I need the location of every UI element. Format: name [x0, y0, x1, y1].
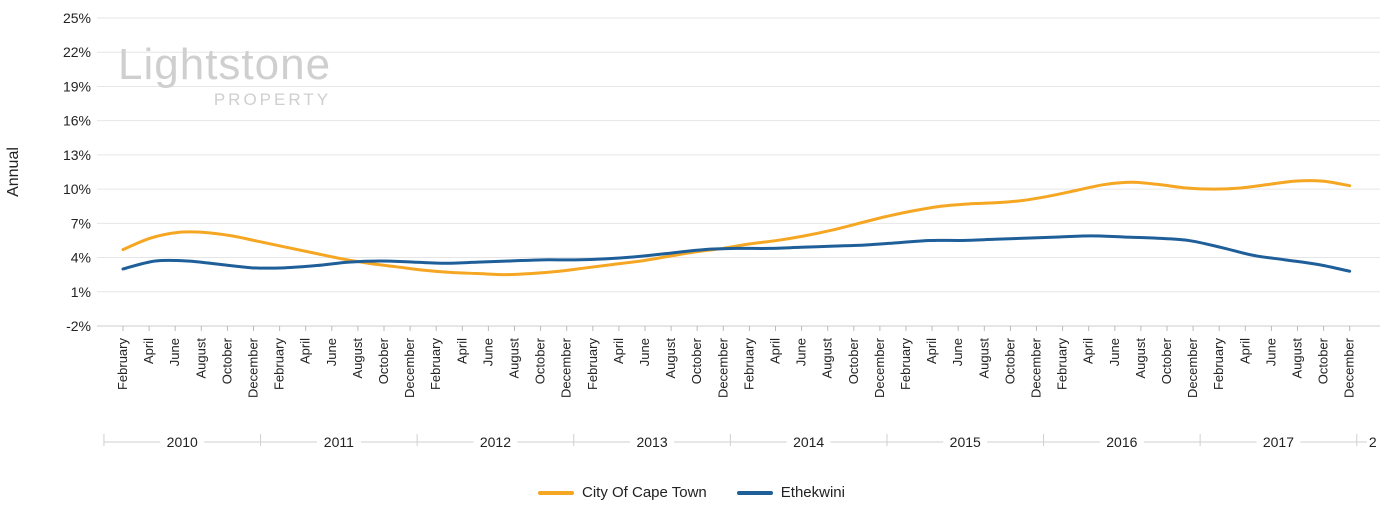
- year-label-bg: [943, 432, 988, 450]
- x-month-label: August: [1133, 338, 1148, 379]
- x-month-label: December: [1342, 337, 1357, 398]
- x-month-label: February: [115, 338, 130, 391]
- x-month-label: February: [428, 338, 443, 391]
- x-month-label: December: [246, 337, 261, 398]
- line-chart: 25% 22% 19% 16% 13% 10% 7% 4% 1% -2% Annual Februar…: [5, 10, 1380, 450]
- x-month-label: April: [1237, 338, 1252, 364]
- series-line-cape-town: [121, 179, 1352, 277]
- series-line-ethekwini: [121, 234, 1352, 273]
- x-month-label: August: [820, 338, 835, 379]
- year-label: 2016: [1106, 434, 1137, 450]
- chart-legend: City Of Cape Town Ethekwini: [0, 484, 1383, 501]
- year-label-bg: [473, 432, 518, 450]
- lightstone-watermark: Lightstone PROPERTY: [118, 42, 331, 110]
- y-tick-label: 25%: [63, 10, 91, 26]
- y-tick-label: 1%: [71, 284, 91, 300]
- x-month-label: April: [141, 338, 156, 364]
- x-month-label: April: [924, 338, 939, 364]
- x-month-label: October: [533, 337, 548, 384]
- year-label: 2012: [480, 434, 511, 450]
- y-tick-label: 16%: [63, 113, 91, 129]
- year-label: 2015: [950, 434, 981, 450]
- x-month-label: October: [1316, 337, 1331, 384]
- x-month-label: June: [794, 338, 809, 366]
- x-month-label: February: [898, 338, 913, 391]
- x-month-label: October: [219, 337, 234, 384]
- x-month-label: August: [663, 338, 678, 379]
- x-month-label: June: [1107, 338, 1122, 366]
- x-month-label: February: [741, 338, 756, 391]
- x-month-label: December: [872, 337, 887, 398]
- year-label: 2011: [324, 434, 354, 450]
- x-month-label: December: [559, 337, 574, 398]
- x-month-label: December: [715, 337, 730, 398]
- x-month-label: October: [689, 337, 704, 384]
- year-label-bg: [786, 432, 831, 450]
- year-label-bg: [1366, 432, 1379, 450]
- x-month-label: June: [1263, 338, 1278, 366]
- x-month-label: October: [1159, 337, 1174, 384]
- x-month-label: June: [324, 338, 339, 366]
- x-month-label: April: [768, 338, 783, 364]
- y-tick-label: 7%: [71, 215, 91, 231]
- year-label: 2017: [1263, 434, 1294, 450]
- year-label: 2014: [793, 434, 824, 450]
- year-label: 2010: [167, 434, 198, 450]
- x-month-label: June: [637, 338, 652, 366]
- x-month-label: April: [454, 338, 469, 364]
- x-month-label: February: [585, 338, 600, 391]
- x-month-label: June: [950, 338, 965, 366]
- x-month-label: April: [611, 338, 626, 364]
- x-month-label: April: [298, 338, 313, 364]
- legend-item-cape-town[interactable]: City Of Cape Town: [538, 484, 707, 501]
- year-label-bg: [1099, 432, 1144, 450]
- legend-label-ethekwini: Ethekwini: [780, 484, 845, 501]
- y-tick-label: 19%: [63, 78, 91, 94]
- y-tick-label: 10%: [63, 181, 91, 197]
- x-month-label: August: [193, 338, 208, 379]
- x-month-label: April: [1081, 338, 1096, 364]
- x-month-label: August: [976, 338, 991, 379]
- x-month-label: June: [167, 338, 182, 366]
- x-month-label: June: [480, 338, 495, 366]
- legend-swatch-ethekwini: [736, 490, 773, 495]
- x-month-label: October: [1002, 337, 1017, 384]
- x-month-label: February: [1055, 338, 1070, 391]
- x-month-label: August: [507, 338, 522, 379]
- y-tick-label: 22%: [63, 44, 91, 60]
- year-label-bg: [630, 432, 675, 450]
- x-month-label: February: [1211, 338, 1226, 391]
- year-label-bg: [160, 432, 205, 450]
- legend-swatch-cape-town: [538, 490, 574, 495]
- x-month-label: October: [376, 337, 391, 384]
- watermark-sub: PROPERTY: [213, 90, 332, 109]
- x-month-label: December: [1029, 337, 1044, 398]
- y-axis-title: Annual: [5, 147, 22, 197]
- x-month-label: October: [846, 337, 861, 384]
- year-label: 2: [1369, 434, 1377, 450]
- legend-item-ethekwini[interactable]: Ethekwini: [736, 484, 845, 501]
- watermark-brand: Lightstone: [118, 40, 332, 89]
- year-label-bg: [316, 432, 361, 450]
- x-month-label: August: [350, 338, 365, 379]
- x-month-label: August: [1290, 338, 1305, 379]
- legend-label-cape-town: City Of Cape Town: [582, 484, 707, 501]
- y-tick-label: 4%: [71, 250, 91, 266]
- y-tick-label: 13%: [63, 147, 91, 163]
- year-label-bg: [1256, 432, 1301, 450]
- x-month-label: December: [1185, 337, 1200, 398]
- x-month-label: December: [402, 337, 417, 398]
- year-label: 2013: [636, 434, 667, 450]
- y-tick-label: -2%: [66, 318, 91, 334]
- x-month-label: February: [272, 338, 287, 391]
